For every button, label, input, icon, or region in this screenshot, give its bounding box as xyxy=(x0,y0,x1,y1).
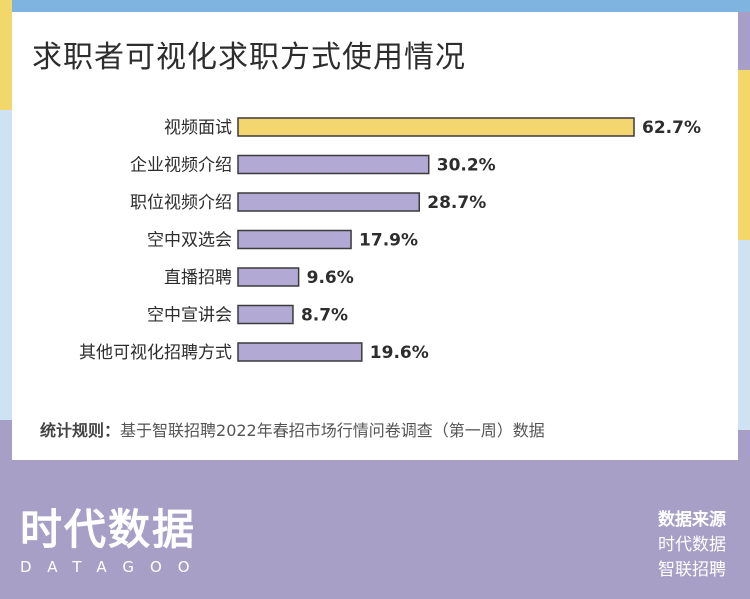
logo-chinese: 时代数据 xyxy=(20,505,197,554)
value-label: 9.6% xyxy=(307,268,354,288)
data-source: 数据来源 时代数据 智联招聘 xyxy=(658,508,726,583)
left-yellow-stripe xyxy=(0,0,12,110)
category-label: 其他可视化招聘方式 xyxy=(79,343,232,363)
source-title: 数据来源 xyxy=(658,510,726,530)
top-border xyxy=(0,0,750,12)
statistics-note: 统计规则：基于智联招聘2022年春招市场行情问卷调查（第一周）数据 xyxy=(40,417,545,441)
category-label: 企业视频介绍 xyxy=(130,156,232,176)
category-label: 空中宣讲会 xyxy=(147,306,232,326)
value-label: 8.7% xyxy=(301,306,348,326)
category-label: 空中双选会 xyxy=(147,231,232,251)
value-label: 28.7% xyxy=(427,193,486,213)
right-blue-stripe xyxy=(738,240,750,430)
category-label: 职位视频介绍 xyxy=(130,193,232,213)
right-yellow-stripe xyxy=(738,70,750,240)
bar xyxy=(237,342,363,362)
bar-chart: 视频面试 62.7% 企业视频介绍 30.2% 职位视频介绍 28.7% 空中双选会 17.9… xyxy=(79,117,701,363)
category-label: 直播招聘 xyxy=(164,268,232,288)
bar xyxy=(237,154,430,175)
note-label: 统计规则： xyxy=(40,421,121,440)
bar xyxy=(237,304,294,325)
bar xyxy=(237,229,352,250)
category-label: 视频面试 xyxy=(164,118,232,138)
bar xyxy=(237,267,300,287)
value-label: 17.9% xyxy=(359,231,418,251)
value-label: 62.7% xyxy=(642,118,701,138)
bar xyxy=(237,117,635,137)
bar xyxy=(237,192,421,212)
source-item-1: 时代数据 xyxy=(658,535,726,555)
chart-card: 求职者可视化求职方式使用情况 视频面试 62.7% 企业视频介绍 30.2% 职位视频介… xyxy=(12,12,738,460)
value-label: 19.6% xyxy=(370,343,429,363)
datagoo-logo: 时代数据 DATAGOO xyxy=(20,505,206,577)
source-item-2: 智联招聘 xyxy=(658,560,726,580)
logo-english: DATAGOO xyxy=(20,558,206,576)
value-label: 30.2% xyxy=(437,156,496,176)
left-blue-stripe xyxy=(0,110,12,420)
chart-title: 求职者可视化求职方式使用情况 xyxy=(32,40,466,75)
note-text: 基于智联招聘2022年春招市场行情问卷调查（第一周）数据 xyxy=(120,421,545,440)
